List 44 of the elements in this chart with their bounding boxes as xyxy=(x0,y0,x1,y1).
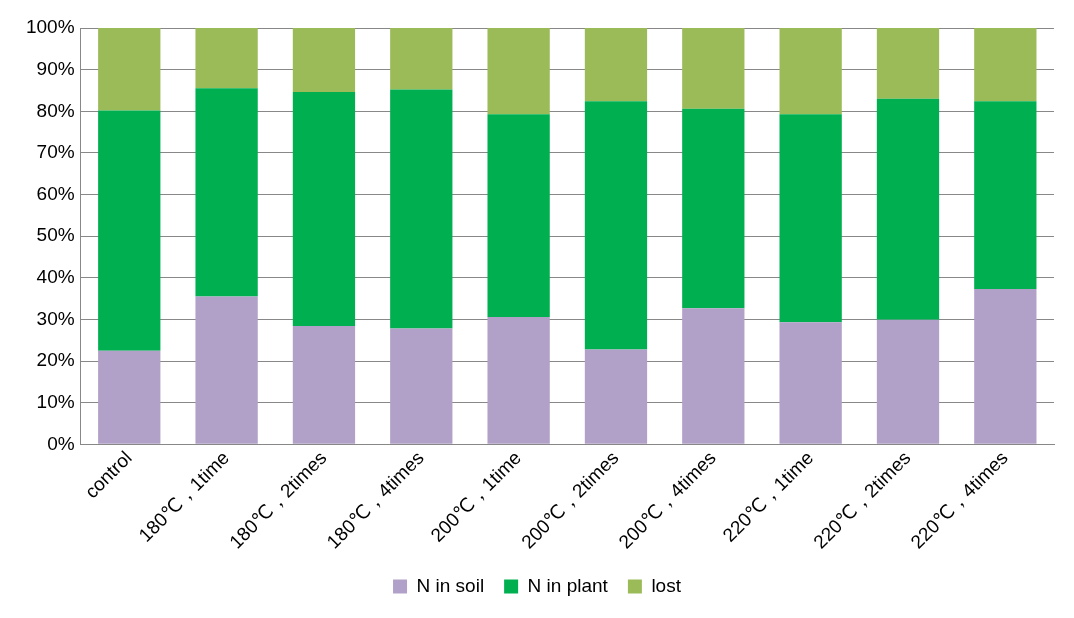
legend-label: N in soil xyxy=(416,574,485,596)
legend-label: N in plant xyxy=(527,574,609,596)
bar xyxy=(974,28,1037,102)
bar xyxy=(876,319,940,444)
bar xyxy=(292,326,356,444)
y-tick-label: 50% xyxy=(36,224,75,246)
bar xyxy=(682,28,745,109)
bar xyxy=(487,316,550,444)
bar xyxy=(584,101,648,350)
bar xyxy=(876,98,940,320)
bar xyxy=(390,89,453,329)
bar xyxy=(487,114,550,317)
bar xyxy=(779,114,842,323)
bar xyxy=(390,28,453,90)
bar xyxy=(974,289,1037,444)
y-tick-label: 70% xyxy=(36,141,75,163)
legend-label: lost xyxy=(651,574,682,596)
bar xyxy=(779,28,842,115)
bar xyxy=(195,296,258,444)
bar xyxy=(98,350,161,444)
y-tick-label: 30% xyxy=(36,307,75,329)
bar xyxy=(195,28,258,89)
bar xyxy=(682,108,745,309)
y-tick-label: 100% xyxy=(25,16,75,38)
bar xyxy=(487,28,550,115)
bar xyxy=(98,110,161,351)
y-tick-label: 80% xyxy=(36,99,75,121)
bar xyxy=(390,328,453,444)
bar xyxy=(292,28,356,93)
y-tick-label: 90% xyxy=(36,57,75,79)
bar xyxy=(974,101,1037,290)
bar xyxy=(876,28,940,99)
bar xyxy=(779,322,842,444)
y-tick-label: 20% xyxy=(36,349,75,371)
bar xyxy=(682,308,745,444)
bar xyxy=(98,28,161,111)
bar xyxy=(584,349,648,444)
y-tick-label: 60% xyxy=(36,182,75,204)
bar xyxy=(584,28,648,102)
y-tick-label: 10% xyxy=(36,390,75,412)
bar xyxy=(195,88,258,297)
y-tick-label: 40% xyxy=(36,266,75,288)
y-tick-label: 0% xyxy=(47,432,75,454)
bar xyxy=(292,92,356,327)
